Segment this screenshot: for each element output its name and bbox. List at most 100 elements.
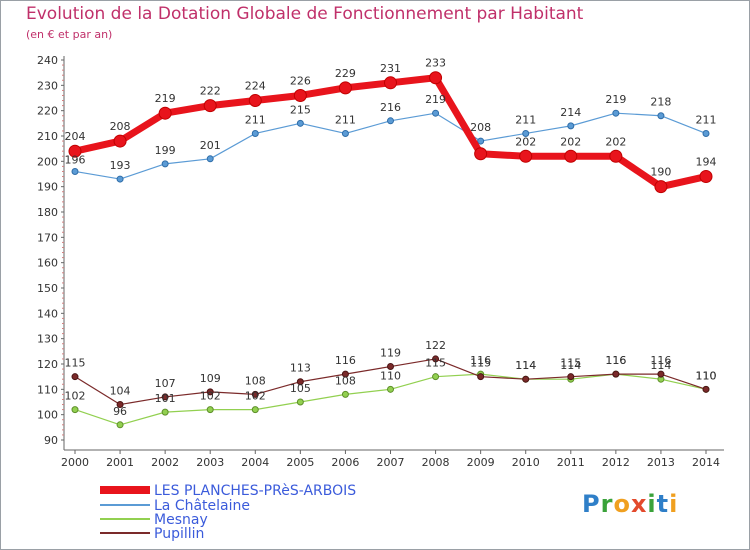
data-label-0: 208 <box>110 120 131 133</box>
y-tick-label: 190 <box>37 181 58 194</box>
data-label-3: 116 <box>605 354 626 367</box>
data-label-0: 204 <box>65 130 86 143</box>
logo-char: r <box>600 490 614 518</box>
series-point-1 <box>567 122 575 130</box>
chart-title: Evolution de la Dotation Globale de Fonc… <box>26 4 584 24</box>
series-lines <box>68 71 713 429</box>
y-tick-label: 240 <box>37 54 58 67</box>
data-label-2: 115 <box>425 357 446 370</box>
series-point-3 <box>161 393 169 401</box>
series-point-0 <box>113 134 127 148</box>
data-label-0: 229 <box>335 67 356 80</box>
data-label-0: 202 <box>605 135 626 148</box>
series-point-0 <box>203 99 217 113</box>
data-label-3: 108 <box>245 374 266 387</box>
data-label-1: 208 <box>470 121 491 134</box>
series-point-2 <box>206 406 214 414</box>
series-point-3 <box>251 390 259 398</box>
series-point-1 <box>477 137 485 145</box>
series-point-1 <box>161 160 169 168</box>
data-label-2: 101 <box>155 392 176 405</box>
y-tick-label: 90 <box>44 434 58 447</box>
series-point-1 <box>387 117 394 125</box>
series-point-0 <box>519 149 533 163</box>
data-label-3: 109 <box>200 372 221 385</box>
data-label-1: 211 <box>335 113 356 126</box>
series-point-3 <box>522 375 530 383</box>
data-label-2: 102 <box>200 390 221 403</box>
legend-label-0: LES PLANCHES-PRèS-ARBOIS <box>154 483 356 499</box>
series-point-2 <box>116 421 124 429</box>
x-tick-label: 2008 <box>422 456 450 469</box>
legend-label-3: Pupillin <box>154 526 204 542</box>
data-label-2: 114 <box>560 359 581 372</box>
series-point-3 <box>341 370 349 378</box>
data-label-1: 201 <box>200 139 221 152</box>
data-label-0: 194 <box>696 156 717 169</box>
data-label-3: 107 <box>155 377 176 390</box>
x-tick-label: 2002 <box>151 456 179 469</box>
series-point-0 <box>609 149 623 163</box>
series-point-1 <box>432 109 440 117</box>
y-tick-label: 180 <box>37 206 58 219</box>
data-label-2: 105 <box>290 382 311 395</box>
x-tick-label: 2011 <box>557 456 585 469</box>
series-point-0 <box>68 144 82 158</box>
series-point-3 <box>477 373 485 381</box>
series-point-2 <box>251 406 259 414</box>
data-label-3: 116 <box>335 354 356 367</box>
series-point-0 <box>564 149 578 163</box>
x-tick-label: 2013 <box>647 456 675 469</box>
series-point-1 <box>612 109 620 117</box>
data-label-2: 108 <box>335 374 356 387</box>
series-point-2 <box>161 408 169 416</box>
series-point-2 <box>432 373 440 381</box>
y-tick-label: 170 <box>37 231 58 244</box>
legend-label-1: La Châtelaine <box>154 498 250 514</box>
series-point-0 <box>474 147 488 161</box>
y-tick-label: 210 <box>37 130 58 143</box>
series-point-3 <box>612 370 620 378</box>
y-tick-label: 150 <box>37 282 58 295</box>
data-label-1: 218 <box>650 96 671 109</box>
data-label-3: 119 <box>380 347 401 360</box>
data-label-1: 211 <box>245 113 266 126</box>
series-point-3 <box>71 373 79 381</box>
data-label-0: 219 <box>155 92 176 105</box>
series-point-0 <box>654 180 668 194</box>
proxiti-logo: Proxiti <box>582 490 678 518</box>
data-label-2: 102 <box>245 390 266 403</box>
series-point-1 <box>206 155 214 163</box>
x-tick-label: 2014 <box>692 456 720 469</box>
logo-char: i <box>647 490 657 518</box>
series-point-3 <box>296 378 304 386</box>
x-tick-label: 2007 <box>377 456 405 469</box>
y-tick-label: 230 <box>37 79 58 92</box>
series-point-1 <box>522 129 530 137</box>
data-label-3: 116 <box>650 354 671 367</box>
data-label-1: 199 <box>155 144 176 157</box>
series-point-0 <box>338 81 352 95</box>
axes: 9010011012013014015016017018019020021022… <box>37 54 724 469</box>
y-tick-label: 160 <box>37 257 58 270</box>
data-label-1: 219 <box>425 93 446 106</box>
data-label-1: 214 <box>560 106 581 119</box>
data-label-0: 202 <box>560 135 581 148</box>
series-point-1 <box>71 167 79 175</box>
series-point-2 <box>71 406 79 414</box>
y-tick-label: 140 <box>37 307 58 320</box>
data-label-2: 116 <box>605 354 626 367</box>
data-label-0: 233 <box>425 57 446 70</box>
series-point-3 <box>567 373 575 381</box>
data-label-1: 193 <box>110 159 131 172</box>
data-label-1: 211 <box>515 113 536 126</box>
series-point-3 <box>702 385 710 393</box>
data-label-2: 110 <box>696 369 717 382</box>
data-label-3: 110 <box>696 369 717 382</box>
data-label-3: 122 <box>425 339 446 352</box>
series-point-3 <box>657 370 665 378</box>
y-tick-label: 220 <box>37 105 58 118</box>
series-point-0 <box>248 94 262 108</box>
series-point-0 <box>293 88 307 102</box>
series-point-0 <box>384 76 397 90</box>
